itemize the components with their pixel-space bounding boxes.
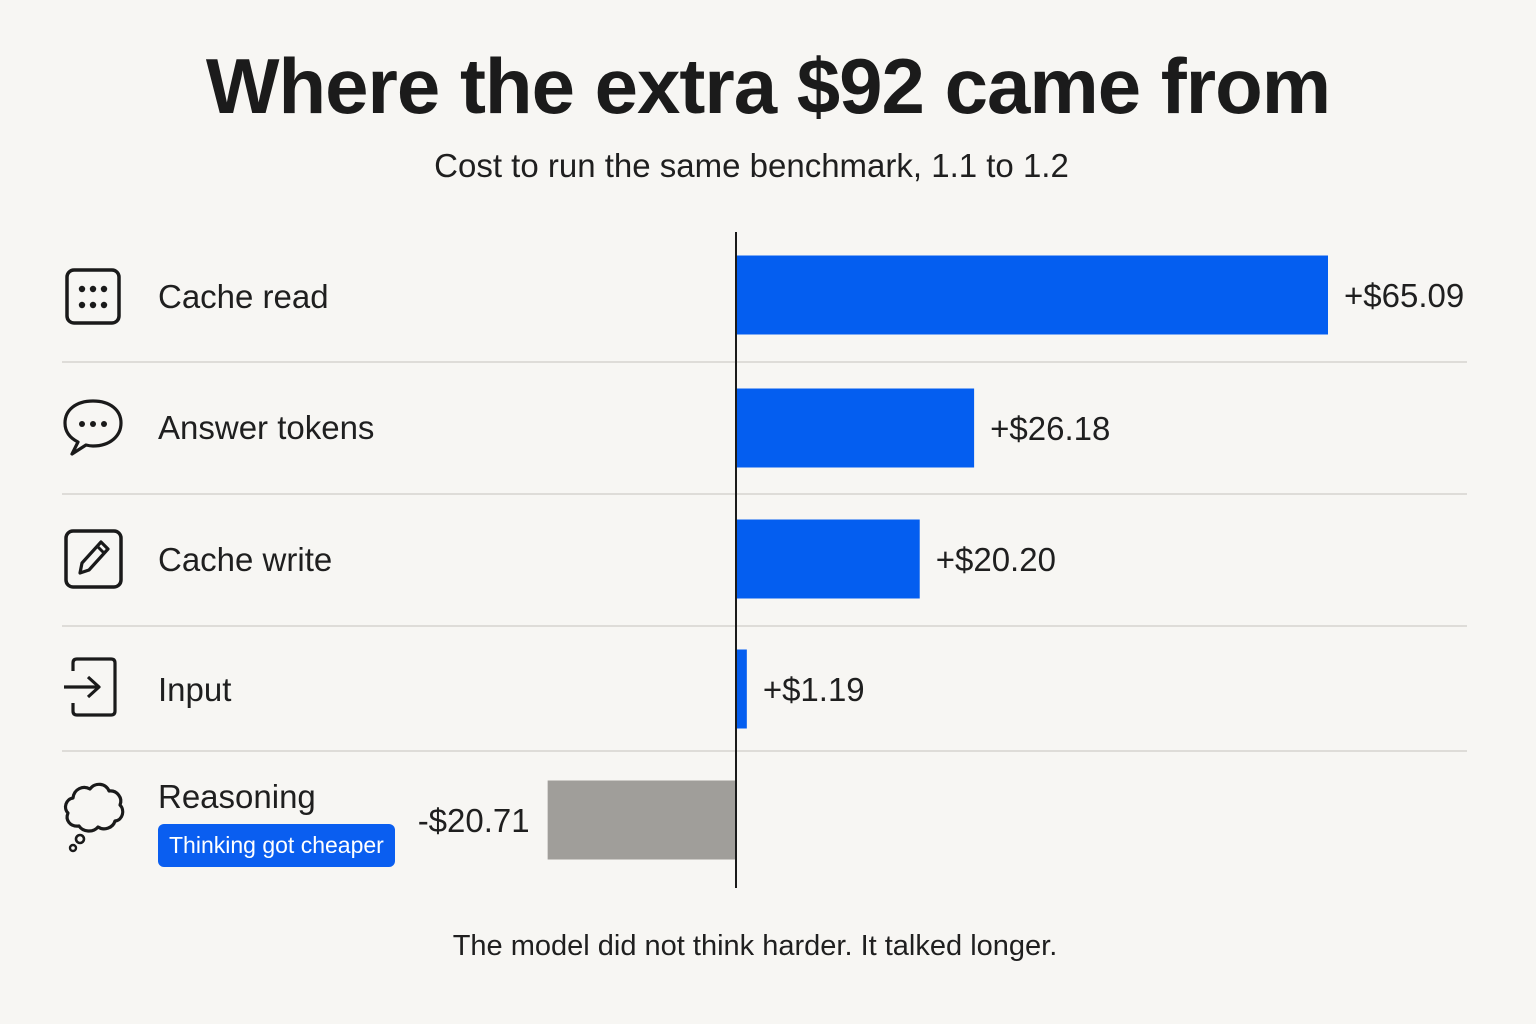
- chart-subtitle: Cost to run the same benchmark, 1.1 to 1…: [434, 147, 1069, 184]
- pencil-square-icon: [64, 529, 123, 589]
- value-label-input: +$1.19: [763, 671, 865, 708]
- row-label-cache-write: Cache write: [158, 541, 333, 578]
- row-label-input: Input: [158, 671, 232, 708]
- row-divider: [62, 750, 1467, 752]
- bar-answer-tokens: [736, 388, 975, 468]
- row-divider: [62, 361, 1467, 363]
- row-divider: [62, 625, 1467, 627]
- speech-bubble-icon: [63, 399, 123, 456]
- row-label-reasoning: Reasoning: [158, 778, 316, 815]
- bar-reasoning: [547, 780, 736, 860]
- value-label-cache-write: +$20.20: [936, 541, 1056, 578]
- arrow-into-box-icon: [64, 657, 117, 717]
- value-label-answer-tokens: +$26.18: [990, 410, 1110, 447]
- row-divider: [62, 493, 1467, 495]
- chart-footnote: The model did not think harder. It talke…: [452, 930, 1058, 962]
- chart-title: Where the extra $92 came from: [205, 42, 1331, 130]
- row-label-answer-tokens: Answer tokens: [158, 409, 375, 446]
- thought-cloud-icon: [63, 782, 125, 853]
- reasoning-badge: Thinking got cheaper: [158, 824, 395, 867]
- bar-cache-write: [736, 519, 920, 599]
- bar-cache-read: [736, 255, 1328, 335]
- value-label-reasoning: -$20.71: [418, 802, 530, 839]
- value-label-cache-read: +$65.09: [1344, 277, 1464, 314]
- bar-input: [736, 649, 747, 729]
- grid-dots-icon: [65, 268, 121, 325]
- row-label-cache-read: Cache read: [158, 278, 329, 315]
